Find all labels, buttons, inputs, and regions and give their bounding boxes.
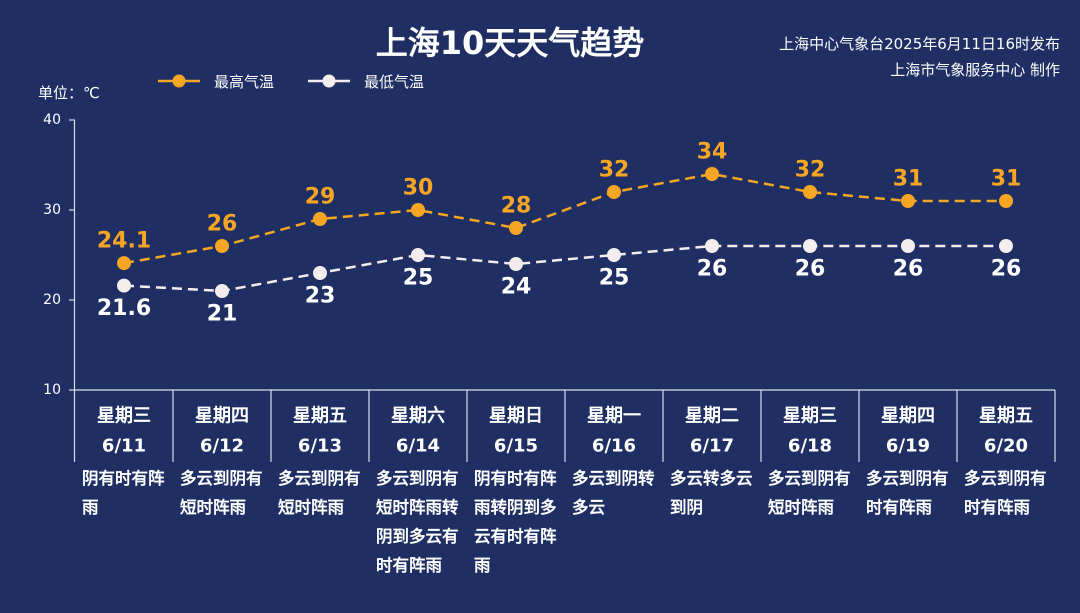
low-temp-point: [215, 284, 229, 298]
low-temp-point: [411, 248, 425, 262]
high-temp-point: [215, 239, 229, 253]
y-tick-label: 10: [43, 382, 61, 398]
low-temp-point: [509, 257, 523, 271]
low-temp-data-label: 25: [403, 266, 434, 291]
weekday-label: 星期五: [293, 406, 347, 427]
high-temp-data-label: 31: [991, 167, 1022, 192]
legend-item-low-temp: 最低气温: [308, 71, 424, 91]
weekday-label: 星期三: [783, 406, 837, 427]
low-temp-point: [901, 239, 915, 253]
weather-description: 多云到阴有短时阵雨转阴到多云有时有阵雨: [376, 469, 459, 575]
low-temp-data-label: 26: [795, 257, 826, 282]
publisher-info: 上海中心气象台2025年6月11日16时发布 上海市气象服务中心 制作: [680, 31, 1060, 83]
low-temp-point: [313, 266, 327, 280]
unit-label: 单位：℃: [38, 84, 100, 102]
low-temp-data-label: 26: [697, 257, 728, 282]
high-temp-data-label: 32: [795, 158, 826, 183]
legend-item-high-temp: 最高气温: [158, 71, 274, 91]
high-temp-point: [901, 194, 915, 208]
low-temp-series: 21.6 21 23 25 24 25 26 26 26 26: [97, 239, 1021, 327]
low-temp-data-label: 25: [599, 266, 630, 291]
legend-swatch-high-temp: [158, 74, 200, 88]
high-temp-point: [705, 167, 719, 181]
y-tick-label: 20: [43, 292, 61, 308]
high-temp-point: [803, 185, 817, 199]
y-tick-label: 40: [43, 112, 61, 128]
weekday-label: 星期五: [979, 406, 1033, 427]
weekday-label: 星期四: [881, 406, 935, 427]
weekday-label: 星期三: [97, 406, 151, 427]
weekday-label: 星期六: [391, 405, 445, 427]
high-temp-point: [411, 203, 425, 217]
high-temp-line: [123, 172, 1006, 265]
high-temp-data-label: 32: [599, 158, 630, 183]
high-temp-data-label: 26: [207, 212, 238, 237]
weather-description: 多云到阴有时有阵雨: [964, 469, 1047, 517]
weekday-label: 星期四: [195, 406, 249, 427]
date-label: 6/18: [788, 436, 832, 457]
date-label: 6/11: [102, 436, 146, 457]
weather-description: 阴有时有阵雨: [82, 469, 165, 517]
date-label: 6/20: [984, 436, 1028, 457]
low-temp-data-label: 23: [305, 284, 336, 309]
high-temp-data-label: 30: [403, 176, 434, 201]
low-temp-point: [803, 239, 817, 253]
weather-description: 多云到阴有时有阵雨: [866, 469, 949, 517]
date-label: 6/17: [690, 436, 734, 457]
low-temp-data-label: 26: [893, 257, 924, 282]
weather-description: 多云到阴有短时阵雨: [180, 469, 263, 517]
axes: 10 20 30 40: [43, 112, 1056, 462]
high-temp-data-label: 28: [501, 194, 532, 219]
high-temp-data-label: 24.1: [97, 229, 151, 254]
legend-label-low-temp: 最低气温: [364, 72, 425, 91]
date-label: 6/19: [886, 436, 930, 457]
producer-line: 上海市气象服务中心 制作: [890, 61, 1060, 79]
low-temp-data-label: 21.6: [97, 296, 151, 321]
legend-swatch-low-temp: [308, 74, 350, 88]
high-temp-point: [117, 256, 131, 271]
high-temp-data-label: 31: [893, 167, 924, 192]
low-temp-data-label: 26: [991, 257, 1022, 282]
low-temp-point: [999, 239, 1013, 253]
date-label: 6/12: [200, 436, 244, 457]
weekday-label: 星期一: [587, 406, 641, 427]
weather-description: 阴有时有阵雨转阴到多云有时有阵雨: [474, 469, 557, 575]
day-headers: 星期三 6/11 星期四 6/12 星期五 6/13 星期六 6/14 星期日 6/15 星期一 6/…: [97, 405, 1033, 457]
weather-description: 多云到阴有短时阵雨: [278, 469, 361, 517]
date-label: 6/15: [494, 436, 538, 457]
weather-description: 多云到阴有短时阵雨: [768, 469, 851, 517]
weather-description: 多云到阴转多云: [572, 469, 655, 517]
weather-description: 多云转多云到阴: [670, 469, 753, 517]
high-temp-point: [607, 185, 621, 199]
low-temp-line: [123, 244, 1006, 293]
high-temp-point: [999, 194, 1013, 208]
high-temp-point: [509, 221, 523, 235]
publish-line: 上海中心气象台2025年6月11日16时发布: [779, 35, 1060, 53]
date-label: 6/14: [396, 436, 440, 457]
low-temp-data-label: 24: [501, 275, 532, 300]
weekday-label: 星期二: [685, 406, 739, 427]
high-temp-data-label: 34: [697, 140, 728, 165]
date-label: 6/13: [298, 436, 342, 457]
low-temp-data-label: 21: [207, 302, 238, 327]
chart-title: 上海10天天气趋势: [375, 24, 645, 62]
legend-label-high-temp: 最高气温: [214, 72, 275, 91]
weekday-label: 星期日: [489, 406, 543, 427]
date-label: 6/16: [592, 436, 636, 457]
high-temp-point: [313, 212, 327, 226]
low-temp-point: [705, 239, 719, 253]
low-temp-point: [117, 278, 131, 293]
high-temp-series: 24.1 26 29 30 28 32 34 32 31 31: [97, 140, 1021, 271]
y-tick-label: 30: [43, 202, 61, 218]
low-temp-point: [607, 248, 621, 262]
high-temp-data-label: 29: [305, 185, 336, 210]
